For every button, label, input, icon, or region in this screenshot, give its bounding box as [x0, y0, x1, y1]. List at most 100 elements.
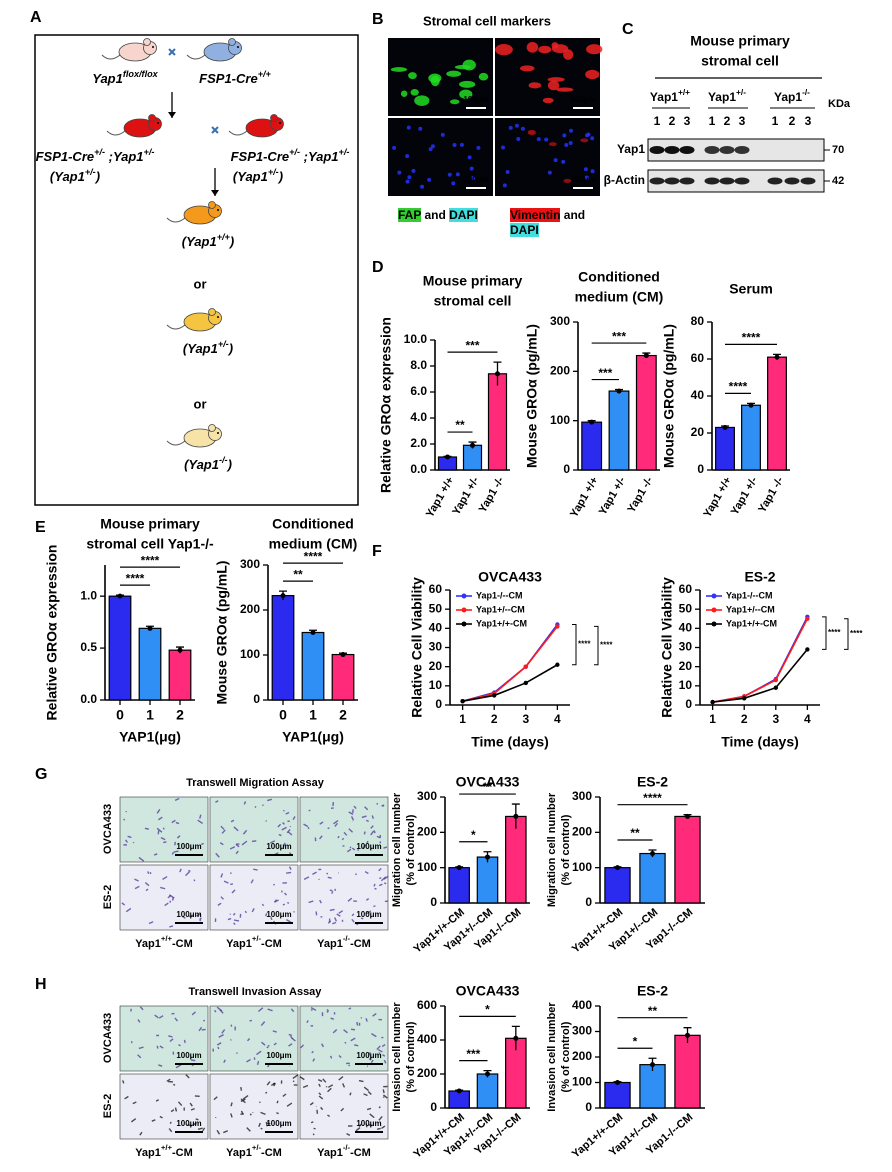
x-axis-label: YAP1(μg) [119, 729, 181, 745]
column-label: Yap1+/--CM [226, 1143, 282, 1159]
text-part: +/- [268, 167, 279, 177]
mouse-tail [166, 324, 186, 330]
cell-stroke [240, 1098, 246, 1104]
cell-blob [469, 166, 474, 171]
mouse-tail [186, 54, 206, 60]
micrograph [299, 1073, 389, 1140]
mouse-eye [217, 316, 219, 318]
cell-stroke [132, 1101, 137, 1105]
data-point [805, 647, 810, 652]
y-axis-label: Invasion cell number [546, 1002, 558, 1112]
text-part: -/- [219, 455, 228, 465]
cell-stroke [191, 1011, 197, 1016]
text-part: Yap1 [226, 938, 252, 950]
y-axis-label: Relative Cell Viability [659, 577, 675, 718]
row-label: ES-2 [102, 885, 114, 909]
cell-stroke [365, 910, 372, 915]
cell-blob [428, 147, 433, 152]
scale-label: 100μm [266, 1051, 291, 1060]
y-tick-label: 100 [572, 860, 592, 874]
x-tick-label: 2 [491, 712, 498, 726]
cell-stroke [216, 1042, 222, 1046]
micrograph [209, 1073, 299, 1140]
cell-blob [542, 97, 554, 104]
legend-marker [461, 607, 467, 613]
cell-stroke [348, 828, 354, 833]
lane-label: 2 [789, 114, 796, 128]
significance-label: **** [141, 553, 160, 567]
cell-stroke [348, 811, 354, 816]
cell-stroke [169, 1121, 172, 1124]
genotype: FSP1-Cre+/- ;Yap1+/- [231, 147, 350, 164]
cell-stroke [196, 913, 201, 917]
cell-stroke [164, 902, 169, 907]
text-part: -CM [350, 938, 371, 950]
cell-stroke [353, 805, 357, 810]
cell-stroke [160, 836, 166, 841]
blot-band [734, 146, 750, 154]
cell-stroke [319, 835, 323, 840]
cell-blob [451, 181, 456, 186]
chart-title: OVCA433 [456, 774, 520, 790]
cell-stroke [215, 800, 219, 803]
cell-stroke [174, 1107, 178, 1112]
cell-stroke [124, 839, 129, 843]
cell-blob [420, 184, 425, 189]
cell-stroke [354, 1044, 359, 1047]
lane-label: 1 [709, 114, 716, 128]
y-axis-label: Relative Cell Viability [409, 577, 425, 718]
cross-mark [211, 126, 219, 134]
x-tick-label: 4 [554, 712, 561, 726]
cell-stroke [367, 1091, 372, 1095]
x-tick-label: 4 [804, 712, 811, 726]
genotype: (Yap1+/-) [183, 339, 233, 356]
cell-stroke [155, 1099, 160, 1102]
scale-label: 100μm [570, 175, 595, 184]
y-axis-label: Invasion cell number [391, 1002, 403, 1112]
text-part: +/- [736, 87, 746, 97]
x-tick-label: 2 [339, 707, 347, 723]
cell-stroke [288, 1033, 293, 1037]
cell-stroke [319, 899, 322, 904]
text-part: FSP1-Cre [231, 149, 290, 164]
significance-label: ** [630, 826, 640, 840]
significance-bracket [844, 618, 849, 650]
cell-stroke [231, 889, 236, 894]
cell-blob [590, 169, 595, 174]
cell-stroke [215, 852, 220, 858]
cell-stroke [249, 1019, 253, 1022]
cell-blob [508, 125, 513, 130]
cell-stroke [265, 1121, 271, 1125]
panel-title: Stromal cell markers [423, 13, 551, 28]
text-part: ) [226, 457, 232, 472]
cell-stroke [274, 899, 279, 903]
cell-blob [392, 145, 397, 150]
cell-stroke [236, 1052, 238, 1054]
cell-stroke [157, 830, 160, 835]
significance-label: ** [648, 1004, 658, 1018]
cell-blob [585, 133, 590, 138]
arrow-head [211, 190, 219, 196]
micrograph [388, 118, 493, 196]
cell-stroke [251, 840, 257, 843]
cell-stroke [303, 876, 310, 880]
cell-stroke [169, 925, 174, 928]
data-point [177, 647, 183, 653]
cell-stroke [213, 1096, 218, 1101]
column-label: Yap1+/+-CM [135, 1143, 193, 1159]
cell-stroke [175, 821, 180, 825]
x-tick-label: Yap1 -/- [625, 475, 655, 515]
data-point [445, 454, 450, 460]
x-axis-label: Time (days) [471, 734, 549, 750]
cell-stroke [260, 1021, 266, 1026]
text-part: ;Yap1 [105, 149, 144, 164]
cell-stroke [242, 829, 248, 835]
lane-label: 3 [805, 114, 812, 128]
text-part: Yap1 [317, 938, 343, 950]
text-part: Yap1 [650, 90, 678, 104]
cell-stroke [329, 908, 335, 912]
cell-stroke [276, 1112, 279, 1115]
cell-stroke [376, 1127, 381, 1130]
cell-stroke [145, 888, 149, 892]
bar [674, 815, 701, 904]
